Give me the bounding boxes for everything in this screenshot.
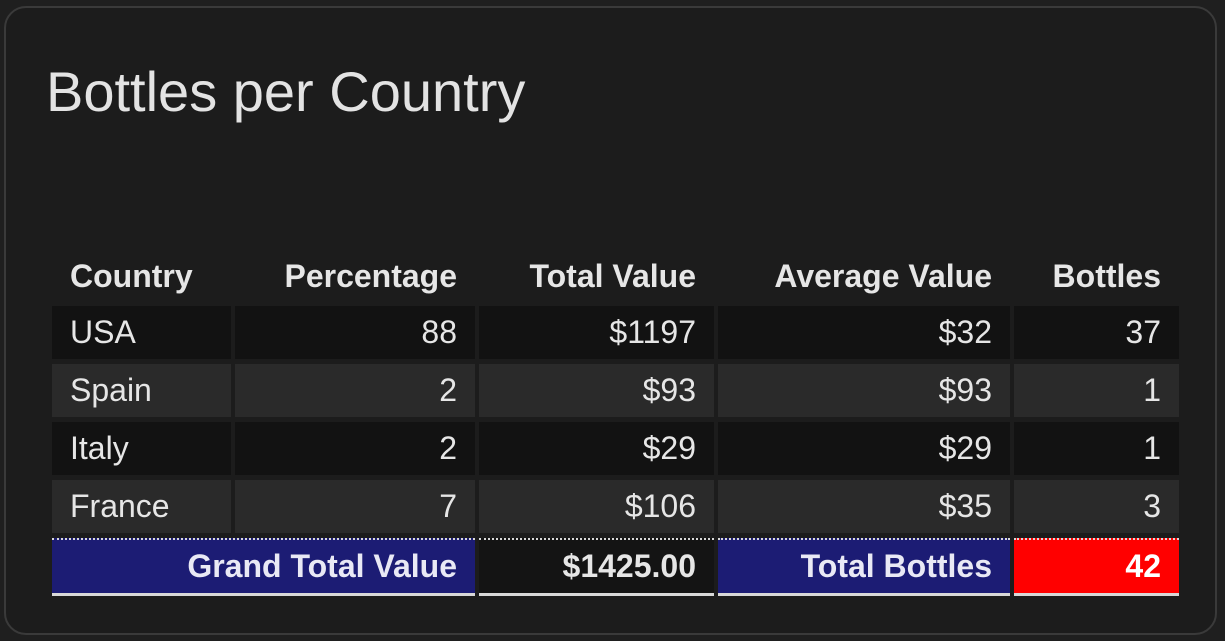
header-country: Country: [70, 257, 193, 294]
table-row: Italy 2 $29 $29 1: [52, 422, 1179, 475]
table-row: USA 88 $1197 $32 37: [52, 306, 1179, 359]
cell-bottles: 1: [1014, 422, 1179, 475]
cell-total-value: $106: [479, 480, 714, 533]
total-bottles-value: 42: [1014, 538, 1179, 596]
bottles-table: Country Percentage Total Value Average V…: [48, 246, 1183, 601]
cell-percentage: 88: [235, 306, 475, 359]
cell-bottles: 3: [1014, 480, 1179, 533]
cell-average-value: $35: [718, 480, 1010, 533]
grand-total-label: Grand Total Value: [52, 538, 475, 596]
cell-country: USA: [52, 306, 231, 359]
cell-average-value: $29: [718, 422, 1010, 475]
cell-average-value: $32: [718, 306, 1010, 359]
header-average-value: Average Value: [774, 257, 992, 294]
header-bottles: Bottles: [1052, 257, 1161, 294]
table-row: Spain 2 $93 $93 1: [52, 364, 1179, 417]
cell-bottles: 1: [1014, 364, 1179, 417]
total-bottles-label: Total Bottles: [718, 538, 1010, 596]
cell-percentage: 2: [235, 364, 475, 417]
cell-percentage: 2: [235, 422, 475, 475]
header-percentage: Percentage: [284, 257, 457, 294]
header-total-value: Total Value: [529, 257, 696, 294]
cell-country: Spain: [52, 364, 231, 417]
table-header-row: Country Percentage Total Value Average V…: [52, 251, 1179, 301]
bottles-per-country-card: Bottles per Country Country Percentage T…: [4, 6, 1217, 635]
cell-country: France: [52, 480, 231, 533]
cell-total-value: $29: [479, 422, 714, 475]
cell-total-value: $93: [479, 364, 714, 417]
cell-percentage: 7: [235, 480, 475, 533]
cell-country: Italy: [52, 422, 231, 475]
card-title: Bottles per Country: [46, 60, 526, 123]
grand-total-value: $1425.00: [479, 538, 714, 596]
table-row: France 7 $106 $35 3: [52, 480, 1179, 533]
totals-row: Grand Total Value $1425.00 Total Bottles…: [52, 538, 1179, 596]
cell-bottles: 37: [1014, 306, 1179, 359]
cell-average-value: $93: [718, 364, 1010, 417]
cell-total-value: $1197: [479, 306, 714, 359]
